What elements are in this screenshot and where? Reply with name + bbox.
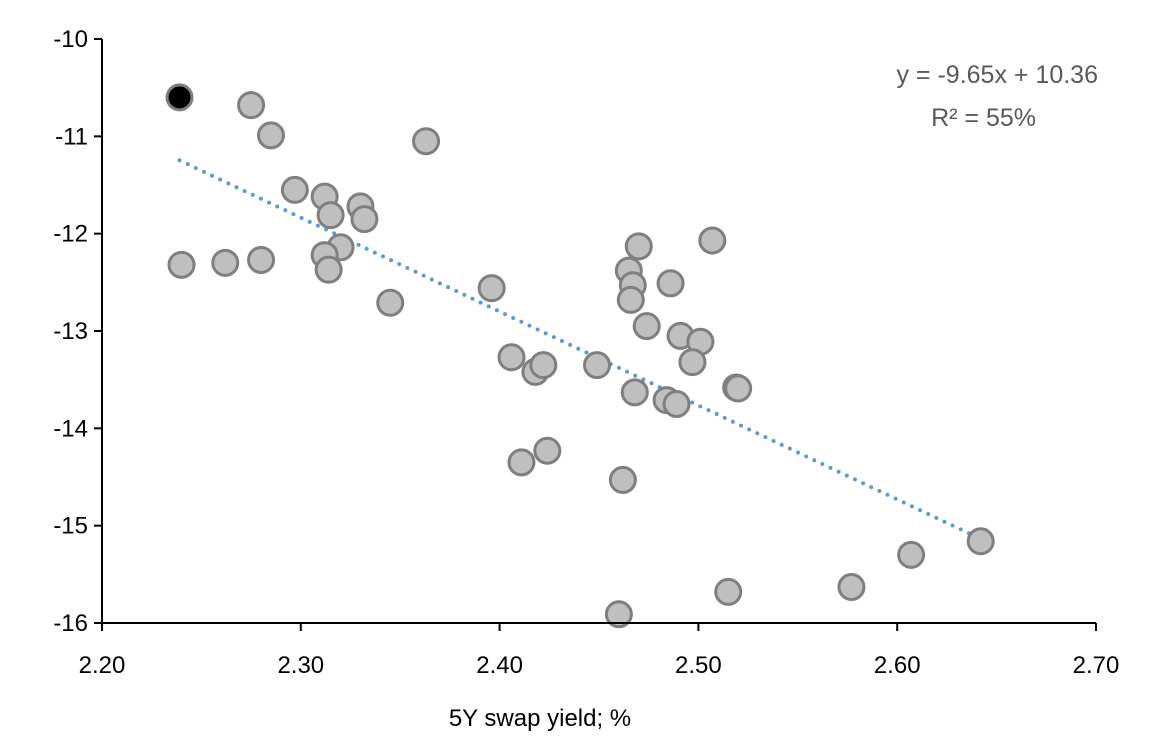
y-tick-label: -14 [53,415,88,442]
data-point [616,285,645,314]
data-point [837,572,866,601]
data-point [314,255,343,284]
data-point [897,540,926,569]
y-tick-label: -12 [53,221,88,248]
data-point [529,351,558,380]
data-point [624,232,653,261]
regression-equation: y = -9.65x + 10.36 [896,61,1098,89]
x-tick-label: 2.70 [1073,652,1120,679]
data-point [714,577,743,606]
data-point [350,205,379,234]
data-point [167,250,196,279]
data-point [678,348,707,377]
data-point [412,127,441,156]
data-point [316,201,345,230]
data-point [656,269,685,298]
y-tick-label: -15 [53,513,88,540]
data-point [724,374,753,403]
data-point [533,436,562,465]
data-point [247,245,276,274]
x-tick-label: 2.50 [675,652,722,679]
data-point [966,527,995,556]
x-tick-label: 2.30 [277,652,324,679]
data-point [608,465,637,494]
data-point [604,600,633,629]
data-point [211,248,240,277]
data-point [477,274,506,303]
data-point [256,121,285,150]
data-point [507,448,536,477]
r-squared: R² = 55% [931,104,1036,132]
data-point [632,312,661,341]
x-tick-label: 2.60 [874,652,921,679]
data-point [376,288,405,317]
y-tick-label: -11 [55,123,88,150]
data-point [620,378,649,407]
data-point [237,91,266,120]
data-point [280,175,309,204]
highlighted-data-point [165,83,194,112]
y-tick-label: -10 [53,26,88,53]
trendline [177,158,983,541]
x-axis-label: 5Y swap yield; % [449,705,631,732]
data-point [698,226,727,255]
data-point [583,351,612,380]
data-point [662,390,691,418]
y-tick-label: -16 [53,610,88,637]
data-point [497,343,526,372]
x-tick-label: 2.40 [476,652,523,679]
y-tick-label: -13 [53,318,88,345]
x-tick-label: 2.20 [79,652,126,679]
